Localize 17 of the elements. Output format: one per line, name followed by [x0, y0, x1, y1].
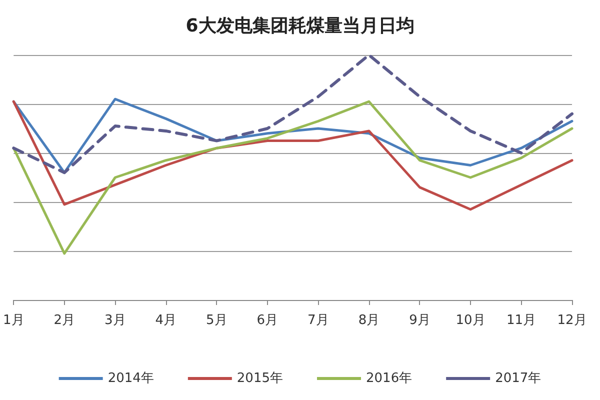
x-tick-label: 5月 — [206, 313, 228, 328]
x-tick-label: 2月 — [54, 313, 76, 328]
legend-label: 2017年 — [495, 371, 542, 386]
x-tick-label: 8月 — [358, 313, 380, 328]
legend-label: 2016年 — [366, 371, 412, 386]
legend-label: 2015年 — [236, 371, 284, 386]
chart-title: 6大发电集团耗煤量当月日均 — [186, 16, 414, 36]
x-tick-label: 4月 — [155, 313, 177, 328]
x-tick-label: 10月 — [456, 313, 486, 328]
x-tick-label: 9月 — [409, 313, 430, 328]
x-tick-label: 1月 — [2, 313, 24, 328]
x-tick-label: 11月 — [506, 313, 536, 328]
legend-label: 2014年 — [108, 371, 154, 386]
x-tick-label: 7月 — [308, 313, 329, 328]
x-tick-label: 6月 — [256, 313, 278, 328]
x-tick-label: 3月 — [104, 313, 126, 328]
x-tick-label: 12月 — [557, 313, 587, 328]
